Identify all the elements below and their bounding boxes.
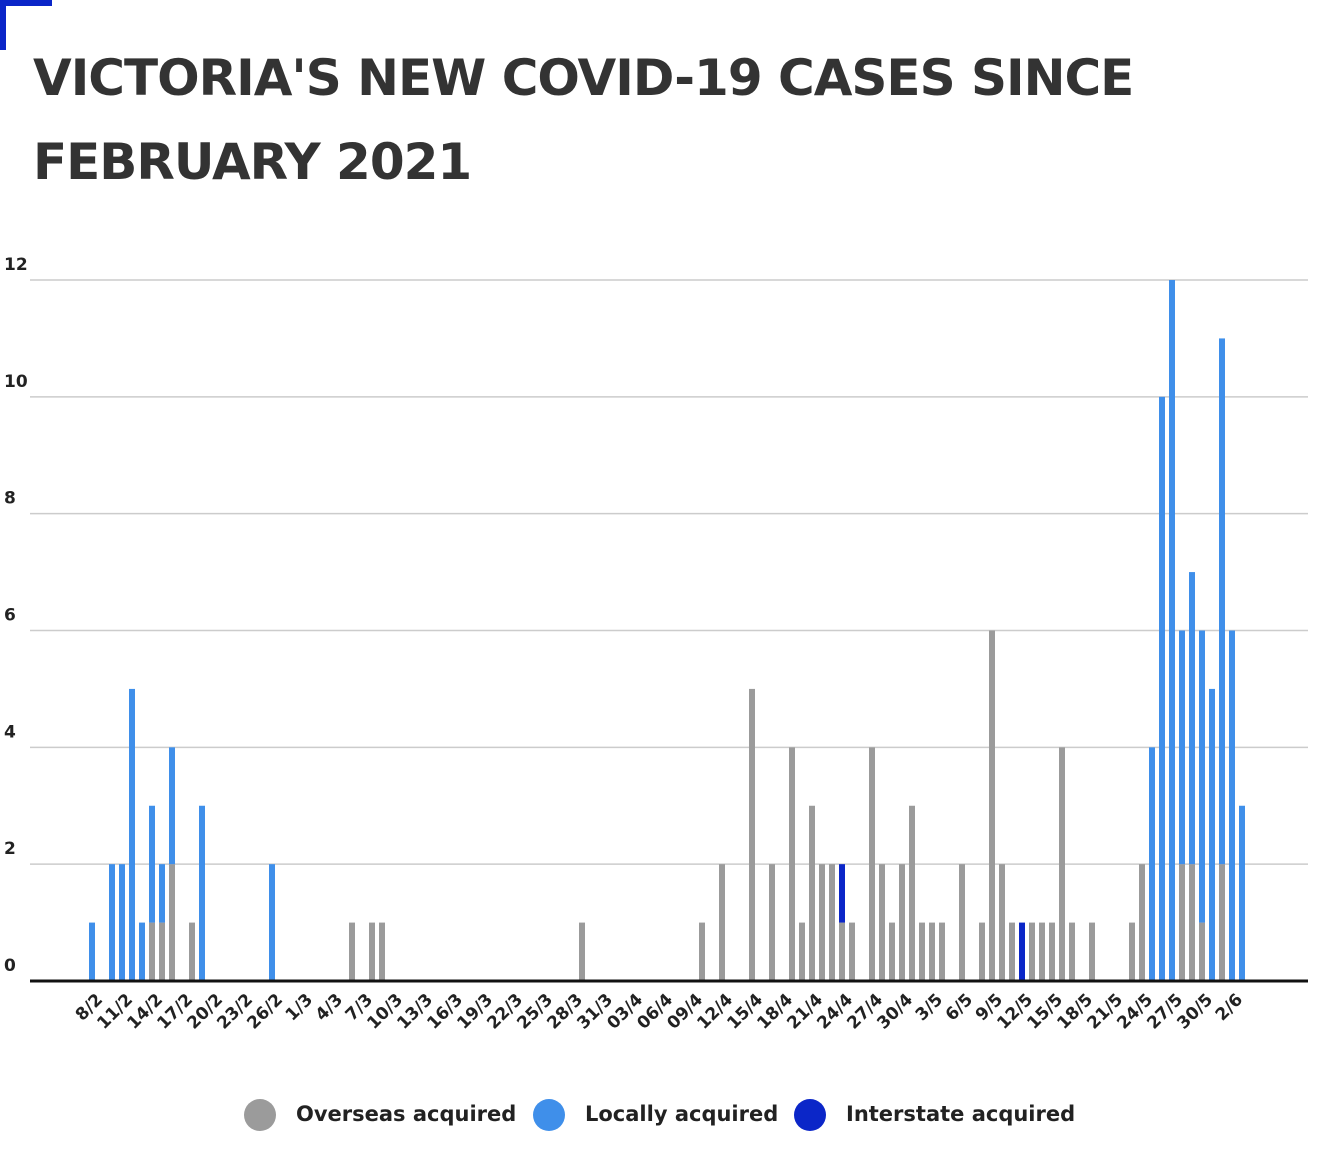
bar-segment bbox=[139, 922, 145, 981]
bar-segment bbox=[1219, 338, 1225, 865]
bar-segment bbox=[1149, 747, 1155, 981]
bar-segment bbox=[1189, 864, 1195, 981]
x-tick-label: 1/3 bbox=[282, 990, 317, 1025]
bar-segment bbox=[379, 922, 385, 981]
bar-segment bbox=[369, 922, 375, 981]
bar-segment bbox=[159, 922, 165, 981]
bar-segment bbox=[1049, 922, 1055, 981]
bar-segment bbox=[719, 864, 725, 981]
bar-segment bbox=[809, 805, 815, 981]
x-tick-label: 30/4 bbox=[873, 990, 917, 1034]
x-tick-label: 30/5 bbox=[1173, 990, 1217, 1034]
bar-segment bbox=[1229, 630, 1235, 981]
y-tick-label: 6 bbox=[4, 606, 16, 626]
bar-segment bbox=[149, 922, 155, 981]
bar-segment bbox=[989, 630, 995, 981]
bar-segment bbox=[1189, 572, 1195, 865]
bar-segment bbox=[149, 805, 155, 923]
bar-segment bbox=[1039, 922, 1045, 981]
x-tick-label: 6/5 bbox=[942, 990, 977, 1025]
bar-segment bbox=[939, 922, 945, 981]
x-tick-label: 3/5 bbox=[912, 990, 947, 1025]
bar-segment bbox=[839, 922, 845, 981]
bar-segment bbox=[899, 864, 905, 981]
bar-segment bbox=[999, 864, 1005, 981]
legend-swatch bbox=[794, 1099, 826, 1131]
y-tick-label: 4 bbox=[4, 722, 16, 742]
legend-label: Locally acquired bbox=[585, 1102, 778, 1126]
x-tick-label: 2/6 bbox=[1212, 990, 1247, 1025]
bar-segment bbox=[699, 922, 705, 981]
chart-title: VICTORIA'S NEW COVID-19 CASES SINCE FEBR… bbox=[33, 49, 1134, 191]
bar-segment bbox=[819, 864, 825, 981]
bar-segment bbox=[839, 864, 845, 923]
bar-segment bbox=[749, 688, 755, 981]
bar-segment bbox=[199, 805, 205, 981]
x-tick-label: 26/2 bbox=[243, 990, 287, 1034]
bar-segment bbox=[1159, 396, 1165, 981]
bar-segment bbox=[1019, 922, 1025, 981]
bar-segment bbox=[1179, 630, 1185, 865]
x-tick-label: 4/3 bbox=[312, 990, 347, 1025]
corner-mark bbox=[0, 0, 52, 50]
y-tick-label: 12 bbox=[4, 255, 28, 275]
bar-segment bbox=[1139, 864, 1145, 981]
bar-segment bbox=[1169, 280, 1175, 981]
bar-segment bbox=[129, 688, 135, 981]
y-tick-label: 2 bbox=[4, 839, 16, 859]
legend-label: Interstate acquired bbox=[846, 1102, 1075, 1126]
bar-segment bbox=[849, 922, 855, 981]
y-tick-label: 8 bbox=[4, 489, 16, 509]
bar-segment bbox=[1199, 922, 1205, 981]
bar-segment bbox=[1089, 922, 1095, 981]
bar-segment bbox=[169, 747, 175, 865]
bar-segment bbox=[1199, 630, 1205, 923]
bar-segment bbox=[919, 922, 925, 981]
bar-segment bbox=[879, 864, 885, 981]
bar-segment bbox=[929, 922, 935, 981]
bar-segment bbox=[789, 747, 795, 981]
bar-segment bbox=[959, 864, 965, 981]
legend-swatch bbox=[533, 1099, 565, 1131]
bar-segment bbox=[869, 747, 875, 981]
bar-segment bbox=[169, 864, 175, 981]
bar-segment bbox=[119, 864, 125, 981]
y-tick-label: 10 bbox=[4, 372, 28, 392]
bar-segment bbox=[979, 922, 985, 981]
bar-segment bbox=[579, 922, 585, 981]
bar-segment bbox=[829, 864, 835, 981]
bar-segment bbox=[1239, 805, 1245, 981]
bar-segment bbox=[1029, 922, 1035, 981]
bar-segment bbox=[189, 922, 195, 981]
bar-segment bbox=[769, 864, 775, 981]
bar-segment bbox=[1179, 864, 1185, 981]
bar-segment bbox=[1009, 922, 1015, 981]
y-tick-label: 0 bbox=[4, 956, 16, 976]
bar-segment bbox=[889, 922, 895, 981]
bar-segment bbox=[909, 805, 915, 981]
bar-segment bbox=[1059, 747, 1065, 981]
bar-segment bbox=[1129, 922, 1135, 981]
bar-segment bbox=[349, 922, 355, 981]
bar-segment bbox=[799, 922, 805, 981]
bar-segment bbox=[1069, 922, 1075, 981]
bar-segment bbox=[89, 922, 95, 981]
bar-segment bbox=[1209, 688, 1215, 981]
bar-segment bbox=[109, 864, 115, 981]
legend-label: Overseas acquired bbox=[296, 1102, 516, 1126]
bar-segment bbox=[159, 864, 165, 923]
bar-segment bbox=[269, 864, 275, 981]
bar-segment bbox=[1219, 864, 1225, 981]
legend-swatch bbox=[244, 1099, 276, 1131]
